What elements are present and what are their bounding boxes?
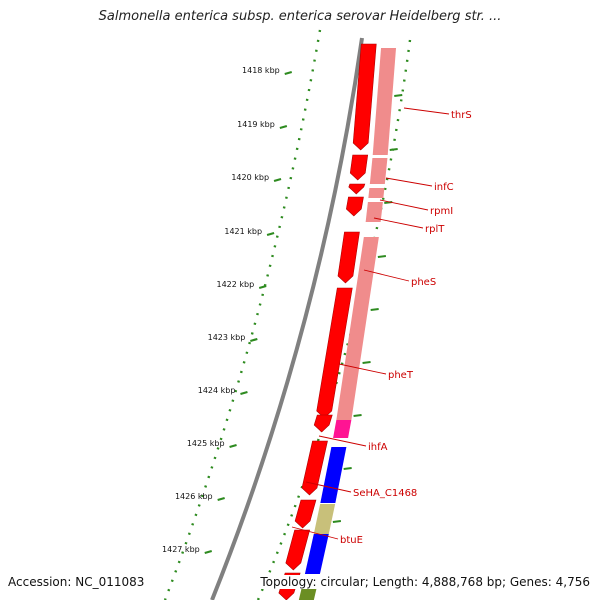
map-title: Salmonella enterica subsp. enterica sero… (98, 9, 502, 24)
kbp-tick-label: 1424 kbp (198, 386, 236, 395)
outer-tick (370, 308, 379, 311)
gene-label[interactable]: rpmI (430, 206, 453, 217)
gene-arrow[interactable] (294, 499, 317, 529)
gene-leaders: thrS infC rpmI rplT pheS pheT ihfA SeHA_C1468bt… (291, 107, 472, 546)
outer-tick (377, 255, 387, 258)
outer-tick (353, 414, 362, 417)
gene-label[interactable]: rplT (425, 224, 445, 235)
gene-arrow[interactable] (313, 414, 333, 433)
gene-leader (338, 363, 387, 375)
gene-feature[interactable] (313, 504, 336, 534)
gene-arrow[interactable] (349, 154, 369, 181)
gene-label[interactable]: pheS (411, 277, 436, 288)
gene-feature[interactable] (336, 237, 379, 420)
gene-feature[interactable] (365, 202, 383, 222)
gene-feature[interactable] (304, 534, 329, 574)
gene-leader (363, 269, 410, 282)
gene-leader (291, 526, 339, 540)
kbp-tick-label: 1426 kbp (175, 492, 213, 501)
gene-label[interactable]: ihfA (368, 442, 388, 453)
kbp-tick-label: 1418 kbp (242, 66, 280, 75)
gene-arrow[interactable] (348, 183, 366, 195)
outer-tick (394, 94, 403, 97)
gene-arrow[interactable] (285, 529, 311, 571)
gene-feature[interactable] (320, 447, 347, 503)
gene-feature[interactable] (369, 158, 388, 184)
kbp-tick-label: 1419 kbp (237, 120, 275, 129)
gene-arrow[interactable] (301, 440, 328, 496)
outer-tick (343, 467, 352, 470)
gene-leader (403, 107, 450, 115)
gene-arrow[interactable] (346, 196, 364, 217)
kbp-tick-label: 1427 kbp (162, 545, 200, 554)
kbp-tick-label: 1422 kbp (217, 280, 255, 289)
kbp-tick-label: 1425 kbp (187, 439, 225, 448)
kbp-tick (258, 284, 267, 290)
outer-tick (362, 361, 371, 364)
kbp-tick (284, 70, 293, 76)
kbp-tick (273, 177, 282, 183)
backbone (210, 37, 364, 600)
kbp-tick (279, 124, 288, 130)
tick-marks: 1418 kbp 1419 kbp 1420 kbp 1421 kbp 1422 kbp… (162, 66, 403, 555)
kbp-tick-label: 1423 kbp (208, 333, 246, 342)
kbp-tick (240, 390, 248, 396)
outer-tick (389, 148, 398, 151)
genome-summary: Topology: circular; Length: 4,888,768 bp… (256, 575, 590, 589)
gene-label[interactable]: SeHA_C1468 (353, 488, 417, 499)
gene-leader (385, 177, 433, 187)
gene-feature[interactable] (333, 420, 352, 438)
gene-feature[interactable] (372, 48, 397, 155)
gene-arrow[interactable] (316, 287, 353, 419)
gene-label[interactable]: infC (434, 182, 454, 193)
gene-label[interactable]: pheT (388, 370, 414, 381)
gene-arrow[interactable] (352, 43, 377, 151)
accession-text: Accession: NC_011083 (8, 575, 145, 589)
outer-tick (332, 520, 341, 523)
kbp-tick (229, 443, 237, 449)
kbp-tick (217, 496, 225, 502)
gene-leader (379, 199, 429, 211)
gene-leader (318, 435, 367, 447)
kbp-tick (250, 337, 258, 343)
gene-feature[interactable] (368, 188, 385, 198)
gene-track-light (298, 48, 397, 600)
kbp-tick (204, 549, 213, 555)
gene-label[interactable]: thrS (451, 110, 472, 121)
gene-label[interactable]: btuE (340, 535, 363, 546)
gene-arrow[interactable] (337, 231, 360, 284)
inner-dotted-ring (163, 29, 322, 600)
gene-track-strand (278, 43, 377, 600)
kbp-tick (266, 231, 275, 237)
kbp-tick-label: 1420 kbp (231, 173, 269, 182)
gene-leader (373, 217, 424, 229)
gene-leader (305, 481, 352, 493)
kbp-tick-label: 1421 kbp (224, 227, 262, 236)
